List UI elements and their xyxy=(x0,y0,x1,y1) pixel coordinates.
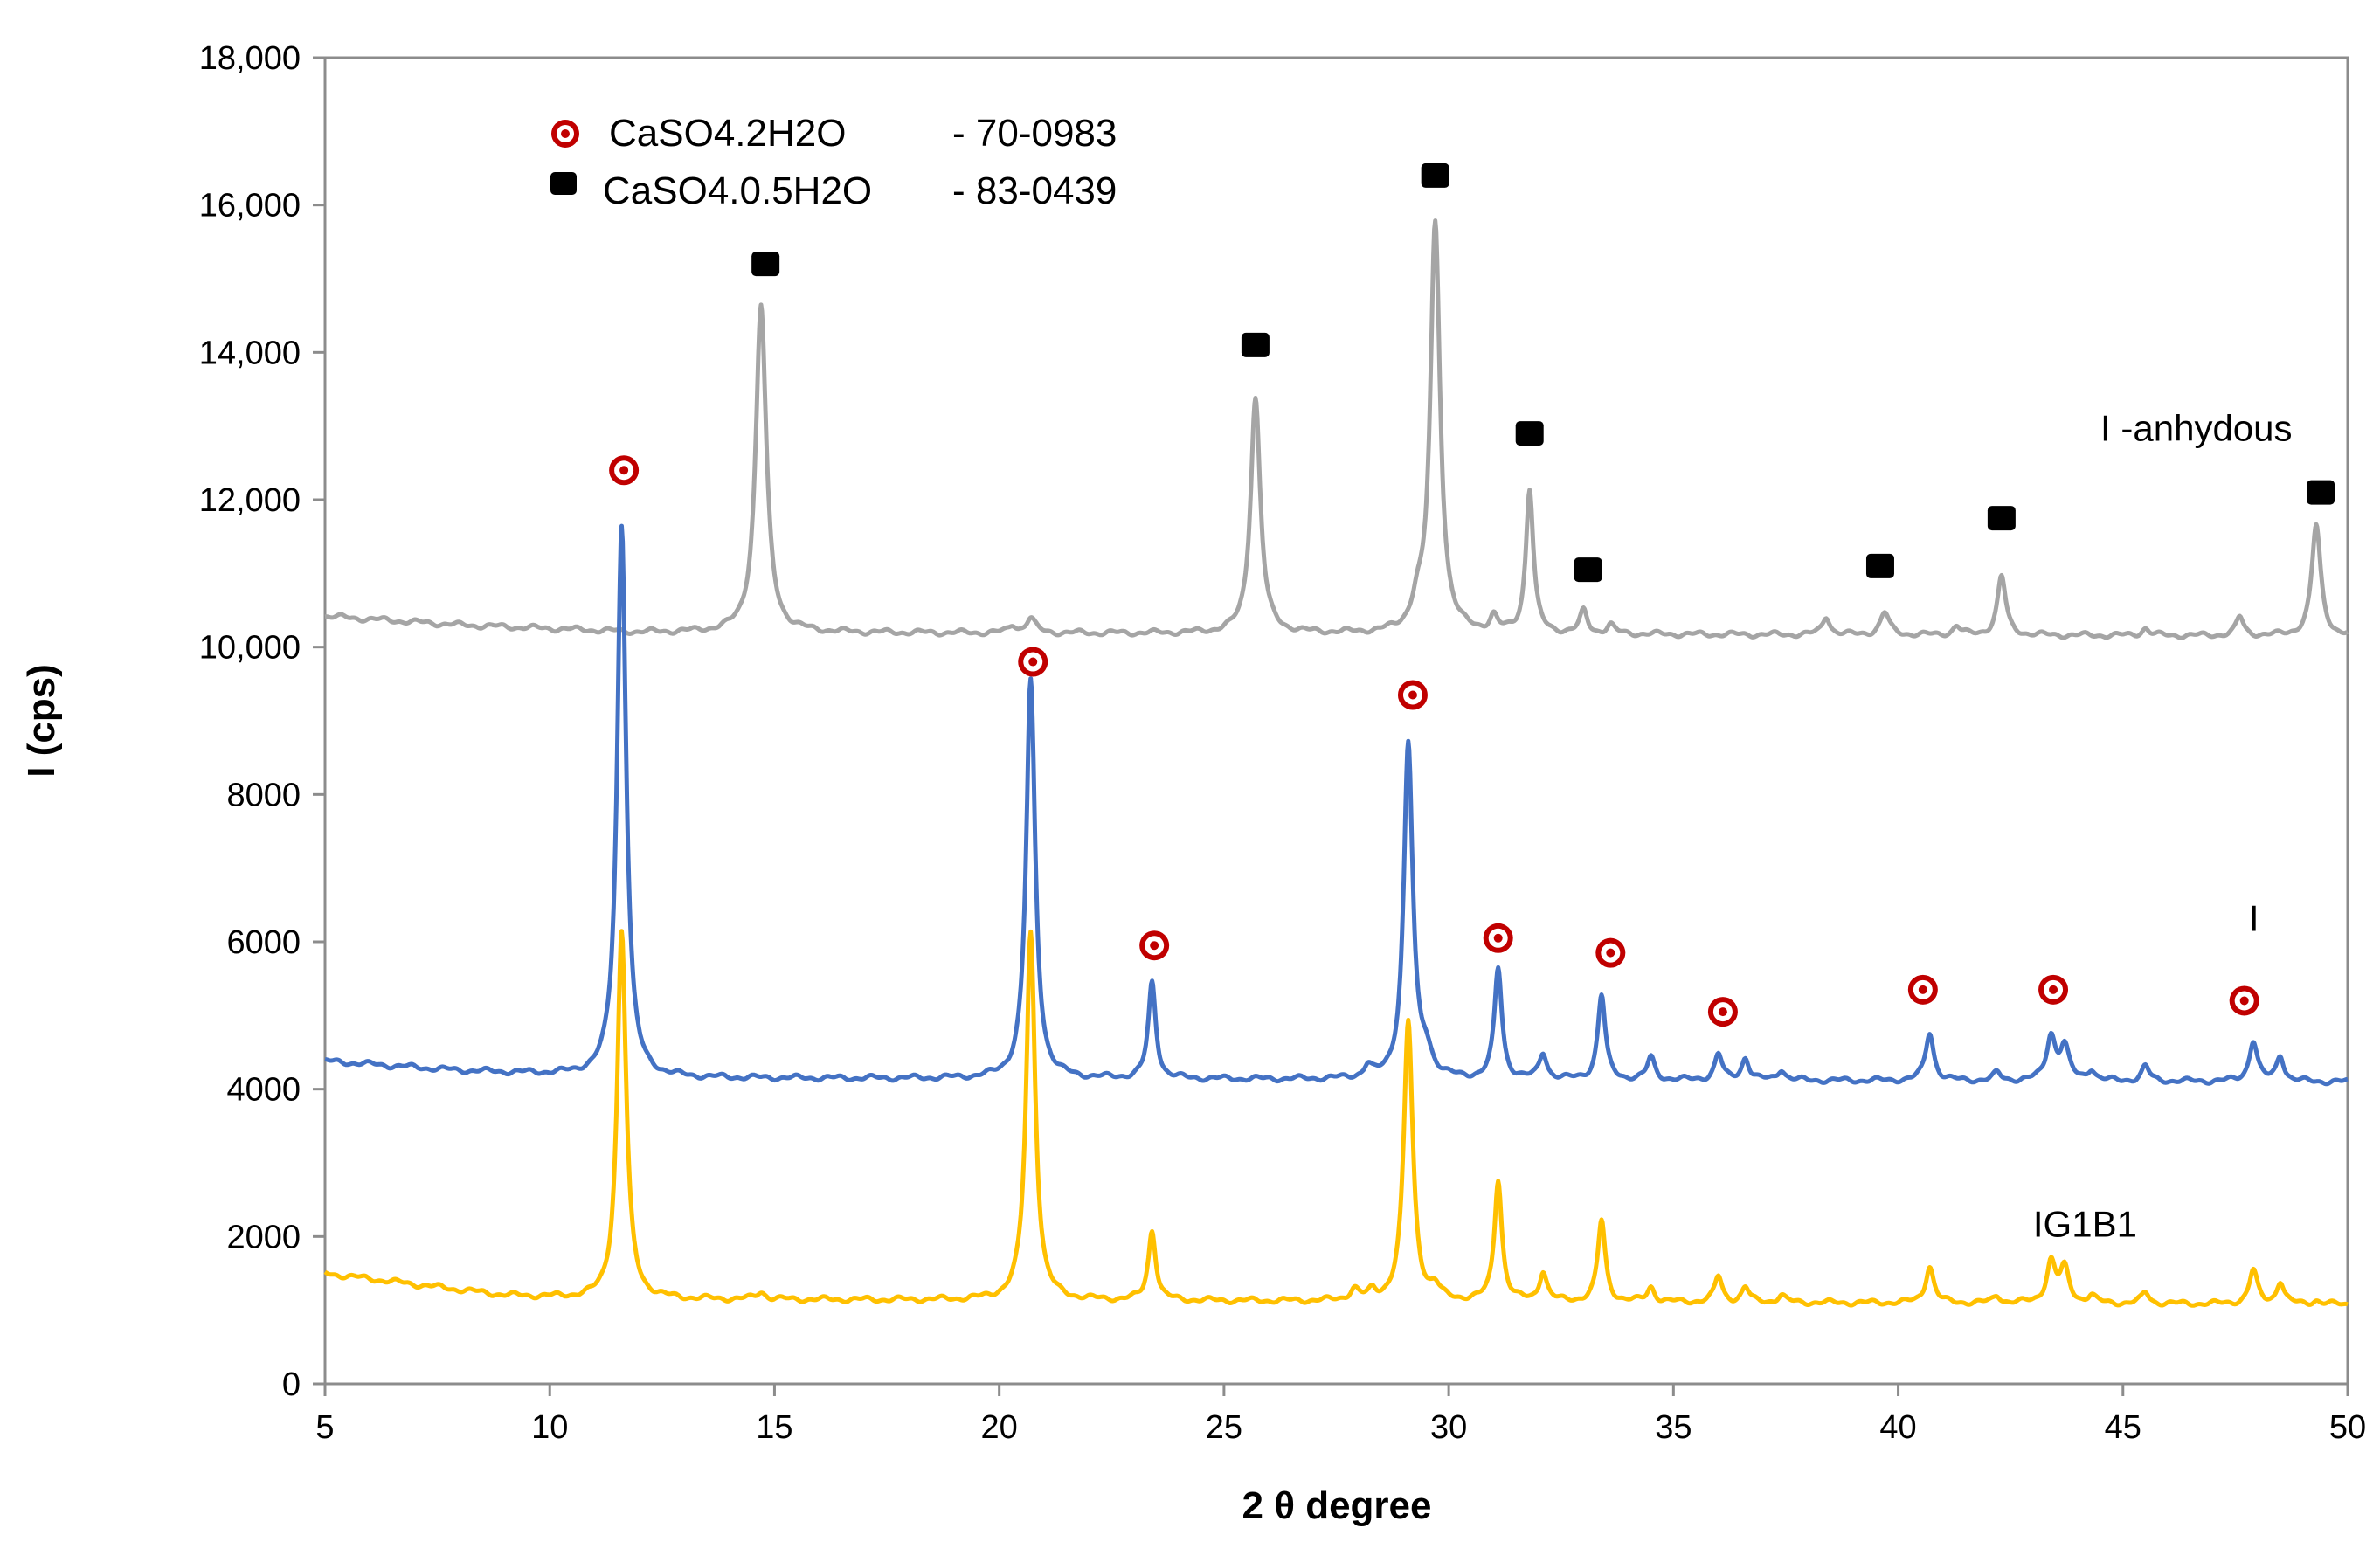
marker-dot xyxy=(619,466,629,475)
dihydrate-peak-marker xyxy=(1483,923,1513,953)
dihydrate-peak-marker xyxy=(1139,930,1170,961)
marker-dot xyxy=(1028,657,1038,667)
x-tick-label: 40 xyxy=(1879,1409,1916,1446)
dihydrate-peak-marker xyxy=(609,455,640,486)
legend-entry-text: CaSO4.2H2O xyxy=(609,112,846,155)
x-tick-label: 15 xyxy=(756,1409,792,1446)
hemihydrate-peak-marker xyxy=(1515,421,1544,446)
x-tick-label: 20 xyxy=(981,1409,1018,1446)
y-axis: 0 2000 4000 6000 8000 10,000 12,000 14,000 16,00… xyxy=(199,40,325,1403)
series-line xyxy=(323,523,2349,1087)
legend-item-dihydrate: CaSO4.2H2O - 70-0983 xyxy=(551,112,1117,155)
x-axis: 5 10 15 20 25 30 35 40 45 50 xyxy=(315,1384,2366,1446)
marker-dot xyxy=(1918,985,1927,994)
hemihydrate-peak-marker xyxy=(751,252,780,277)
dihydrate-peak-marker xyxy=(1018,647,1048,677)
x-axis-title: 2 θ degree xyxy=(1242,1484,1432,1527)
legend-item-hemihydrate: CaSO4.0.5H2O - 83-0439 xyxy=(550,169,1117,212)
marker-dot xyxy=(1150,941,1159,951)
hemihydrate-peak-marker xyxy=(2307,480,2335,505)
marker-dot xyxy=(1408,690,1417,700)
series-label: I -anhydous xyxy=(2100,408,2292,449)
y-tick-label: 4000 xyxy=(226,1072,301,1109)
x-tick-label: 50 xyxy=(2329,1409,2366,1446)
series-layer xyxy=(323,218,2349,1308)
x-tick-label: 35 xyxy=(1655,1409,1692,1446)
legend-entry-code: - 70-0983 xyxy=(952,112,1117,155)
y-tick-label: 12,000 xyxy=(199,482,301,519)
series-label-layer: I -anhydous I IG1B1 xyxy=(2033,408,2293,1245)
y-tick-label: 2000 xyxy=(226,1219,301,1255)
marker-dot xyxy=(1493,933,1503,943)
y-tick-label: 14,000 xyxy=(199,335,301,371)
hemihydrate-peak-marker xyxy=(1865,553,1894,578)
dihydrate-peak-marker xyxy=(1595,937,1626,968)
dihydrate-peak-marker xyxy=(1907,974,1938,1005)
marker-dot xyxy=(1606,948,1615,958)
x-tick-label: 45 xyxy=(2105,1409,2141,1446)
hemihydrate-peak-marker xyxy=(1987,506,2016,531)
dihydrate-peak-marker xyxy=(2038,974,2069,1005)
legend: CaSO4.2H2O - 70-0983 CaSO4.0.5H2O - 83-0… xyxy=(550,112,1117,212)
marker-dot xyxy=(2049,985,2058,994)
x-tick-label: 10 xyxy=(531,1409,568,1446)
marker-dot xyxy=(1718,1007,1727,1017)
legend-square-marker xyxy=(550,172,577,195)
marker-layer xyxy=(609,163,2335,1027)
dihydrate-peak-marker xyxy=(1397,680,1428,710)
y-tick-label: 0 xyxy=(282,1366,301,1403)
series-line xyxy=(323,218,2349,640)
marker-dot xyxy=(2239,996,2249,1006)
series-line xyxy=(323,929,2349,1308)
x-tick-label: 25 xyxy=(1206,1409,1242,1446)
x-tick-label: 5 xyxy=(315,1409,334,1446)
y-tick-label: 10,000 xyxy=(199,630,301,667)
series-label: I xyxy=(2249,897,2259,938)
series-label: IG1B1 xyxy=(2033,1203,2137,1244)
legend-entry-text: CaSO4.0.5H2O xyxy=(603,169,872,212)
hemihydrate-peak-marker xyxy=(1574,557,1602,583)
legend-entry-code: - 83-0439 xyxy=(952,169,1117,212)
hemihydrate-peak-marker xyxy=(1421,163,1449,188)
y-tick-label: 16,000 xyxy=(199,188,301,225)
y-tick-label: 18,000 xyxy=(199,40,301,77)
dihydrate-peak-marker xyxy=(2229,985,2259,1016)
y-axis-title: I (cps) xyxy=(20,664,63,778)
y-tick-label: 6000 xyxy=(226,924,301,961)
plot-frame xyxy=(323,56,2349,1386)
x-tick-label: 30 xyxy=(1430,1409,1467,1446)
legend-circle-marker-dot xyxy=(561,129,570,138)
dihydrate-peak-marker xyxy=(1707,997,1738,1027)
hemihydrate-peak-marker xyxy=(1241,332,1270,357)
y-tick-label: 8000 xyxy=(226,777,301,813)
